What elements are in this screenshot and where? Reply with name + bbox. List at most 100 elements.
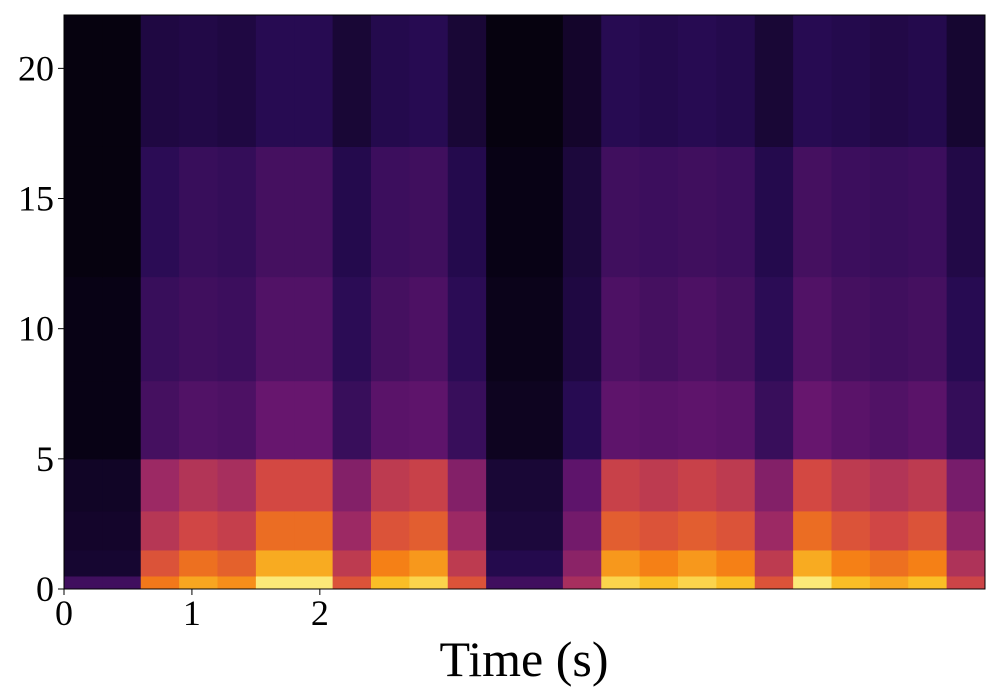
spectrogram-cell <box>486 15 525 147</box>
spectrogram-cell <box>179 146 218 278</box>
spectrogram-cell <box>716 15 756 147</box>
spectrogram-cell <box>140 575 180 590</box>
spectrogram-cell <box>562 146 602 278</box>
spectrogram-cell <box>908 575 948 590</box>
spectrogram-cell <box>179 458 218 512</box>
spectrogram-cell <box>217 276 257 382</box>
spectrogram-cell <box>64 510 103 551</box>
spectrogram-cell <box>179 15 218 147</box>
spectrogram-cell <box>179 510 218 551</box>
spectrogram-cell <box>140 380 180 460</box>
spectrogram-cell <box>524 510 564 551</box>
spectrogram-cell <box>447 575 487 590</box>
spectrogram-cell <box>601 146 641 278</box>
spectrogram-cell <box>255 549 295 577</box>
spectrogram-cell <box>869 510 909 551</box>
spectrogram-cell <box>371 15 410 147</box>
spectrogram-cell <box>255 146 295 278</box>
spectrogram-cell <box>409 510 449 551</box>
spectrogram-cell <box>831 458 871 512</box>
spectrogram-cell <box>217 458 257 512</box>
spectrogram-cell <box>946 458 986 512</box>
spectrogram-cell <box>409 458 449 512</box>
spectrogram-cell <box>601 549 641 577</box>
spectrogram-cell <box>217 146 257 278</box>
spectrogram-cell <box>908 146 948 278</box>
spectrogram-cell <box>946 15 986 147</box>
spectrogram-cell <box>562 276 602 382</box>
spectrogram-cell <box>255 575 295 590</box>
x-tick-label: 0 <box>55 593 73 633</box>
spectrogram-cell <box>409 276 449 382</box>
y-tick-label: 10 <box>18 309 54 349</box>
spectrogram-cell <box>908 510 948 551</box>
spectrogram-cell <box>255 380 295 460</box>
spectrogram-cell <box>255 15 295 147</box>
spectrogram-cell <box>332 276 372 382</box>
spectrogram-cell <box>562 458 602 512</box>
spectrogram-cell <box>409 380 449 460</box>
spectrogram-cell <box>524 146 564 278</box>
spectrogram-cell <box>217 575 257 590</box>
spectrogram-cell <box>639 276 679 382</box>
spectrogram-cell <box>831 15 871 147</box>
spectrogram-cell <box>217 510 257 551</box>
spectrogram-cell <box>831 380 871 460</box>
spectrogram-cell <box>371 146 410 278</box>
spectrogram-cell <box>409 146 449 278</box>
spectrogram-cell <box>831 146 871 278</box>
spectrogram-cell <box>217 15 257 147</box>
spectrogram-cell <box>140 146 180 278</box>
spectrogram-cell <box>294 146 334 278</box>
x-axis-label: Time (s) <box>439 631 608 687</box>
spectrogram-cell <box>294 510 334 551</box>
spectrogram-cell <box>447 15 487 147</box>
spectrogram-cell <box>562 549 602 577</box>
spectrogram-cell <box>486 146 525 278</box>
spectrogram-cell <box>102 575 142 590</box>
spectrogram-cell <box>524 458 564 512</box>
spectrogram-cell <box>946 575 986 590</box>
spectrogram-cell <box>486 575 525 590</box>
spectrogram-cell <box>64 549 103 577</box>
spectrogram-cell <box>678 146 717 278</box>
spectrogram-cell <box>255 276 295 382</box>
spectrogram-cell <box>332 510 372 551</box>
spectrogram-cell <box>64 15 103 147</box>
spectrogram-cell <box>140 276 180 382</box>
spectrogram-cell <box>639 575 679 590</box>
spectrogram-cell <box>562 575 602 590</box>
spectrogram-cell <box>793 510 832 551</box>
spectrogram-cell <box>639 549 679 577</box>
spectrogram-cell <box>793 146 832 278</box>
spectrogram-cell <box>831 575 871 590</box>
x-tick-label: 1 <box>183 593 201 633</box>
spectrogram-cell <box>869 549 909 577</box>
spectrogram-cell <box>754 575 794 590</box>
spectrogram-cell <box>447 549 487 577</box>
y-tick-label: 0 <box>36 569 54 609</box>
spectrogram-cell <box>869 276 909 382</box>
spectrogram-cell <box>754 510 794 551</box>
spectrogram-cell <box>294 549 334 577</box>
x-tick-label: 2 <box>311 593 329 633</box>
spectrogram-cell <box>639 380 679 460</box>
spectrogram-cell <box>102 380 142 460</box>
spectrogram-cell <box>946 146 986 278</box>
spectrogram-cell <box>140 15 180 147</box>
spectrogram-cell <box>179 380 218 460</box>
spectrogram-cell <box>486 549 525 577</box>
spectrogram-cell <box>371 380 410 460</box>
spectrogram-cell <box>562 15 602 147</box>
spectrogram-cell <box>639 146 679 278</box>
spectrogram-cell <box>371 276 410 382</box>
spectrogram-cell <box>64 276 103 382</box>
spectrogram-cell <box>102 276 142 382</box>
spectrogram-cell <box>831 549 871 577</box>
spectrogram-cell <box>332 15 372 147</box>
spectrogram-cell <box>64 458 103 512</box>
spectrogram-cell <box>294 276 334 382</box>
spectrogram-cell <box>831 510 871 551</box>
spectrogram-cell <box>869 458 909 512</box>
spectrogram-cell <box>793 575 832 590</box>
